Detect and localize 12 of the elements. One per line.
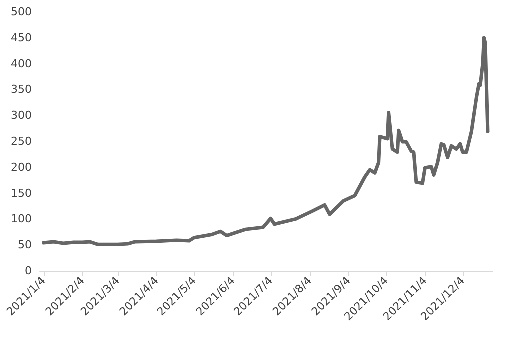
y-tick-label: 300 xyxy=(11,109,32,122)
line-series xyxy=(42,36,490,246)
y-tick-label: 50 xyxy=(18,238,32,252)
y-tick-label: 250 xyxy=(11,135,32,148)
y-tick-label: 0 xyxy=(25,264,32,278)
y-tick-label: 200 xyxy=(11,160,32,174)
y-tick-label: 500 xyxy=(11,6,32,18)
y-tick-label: 400 xyxy=(11,57,32,70)
y-tick-label: 350 xyxy=(11,83,32,96)
y-tick-label: 450 xyxy=(11,31,32,44)
y-tick-label: 100 xyxy=(11,212,32,226)
y-tick-label: 150 xyxy=(11,186,32,200)
